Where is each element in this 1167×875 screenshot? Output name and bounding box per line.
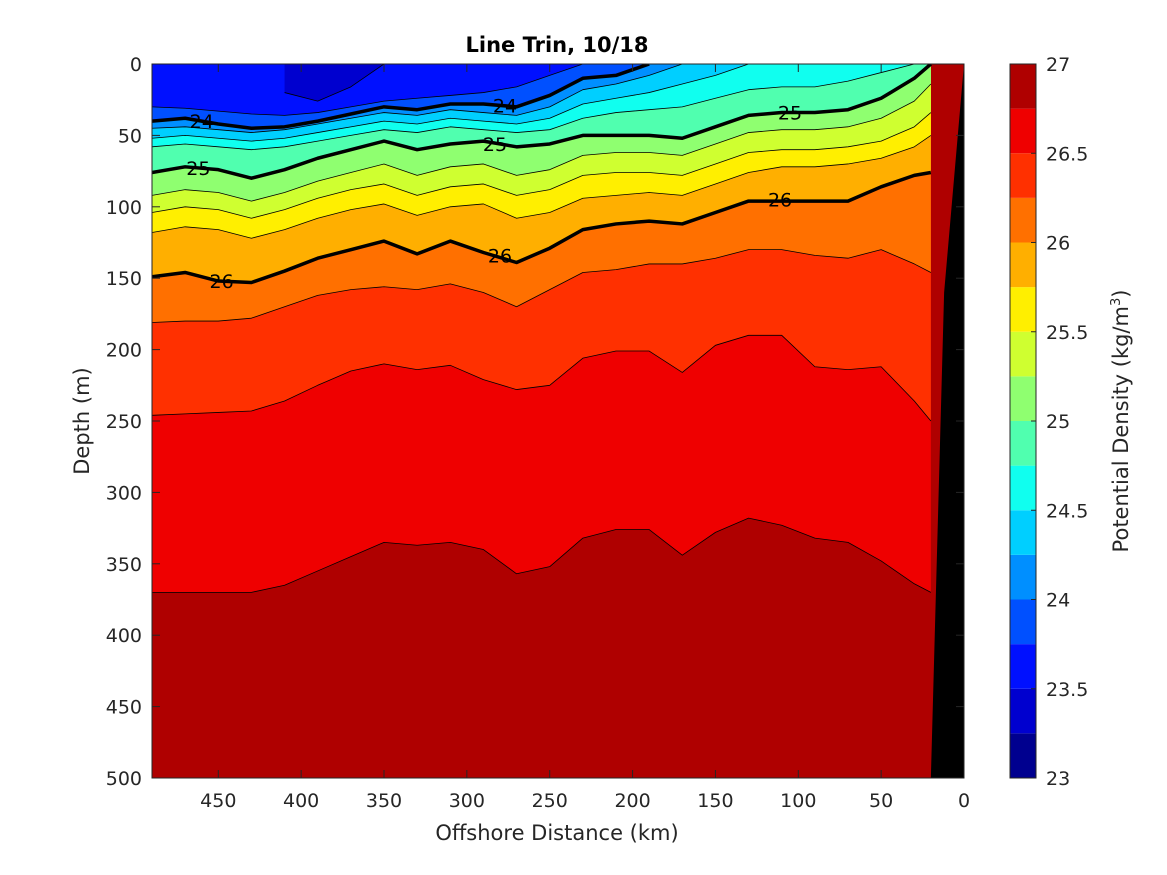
y-tick-label: 50	[118, 125, 142, 147]
colorbar-swatch	[1010, 242, 1036, 288]
y-tick-label: 0	[130, 54, 142, 76]
chart-title: Line Trin, 10/18	[465, 33, 648, 57]
colorbar-tick-label: 24.5	[1046, 500, 1088, 522]
colorbar-label: Potential Density (kg/m3)	[1109, 290, 1133, 553]
colorbar-tick-label: 27	[1046, 54, 1070, 76]
colorbar-swatch	[1010, 331, 1036, 377]
contour-line-26.5	[152, 334, 932, 422]
contour-line-26	[152, 170, 932, 285]
y-axis: 0 50 100 150 200 250 300 350 400 450 500	[106, 54, 964, 790]
colorbar-swatch	[1010, 421, 1036, 466]
x-axis-label: Offshore Distance (km)	[435, 821, 678, 845]
contour-line-25	[152, 64, 932, 180]
x-tick-label: 150	[697, 790, 733, 812]
contour-line-23.75	[152, 64, 616, 116]
y-tick-label: 400	[106, 625, 142, 647]
colorbar-tick-label: 25.5	[1046, 322, 1088, 344]
contour-line-26.75	[152, 517, 932, 593]
x-tick-label: 450	[200, 790, 236, 812]
contour-line-23.5	[284, 64, 385, 102]
y-tick-label: 350	[106, 554, 142, 576]
density-band-23.25	[285, 59, 384, 64]
contour-line-24.75	[152, 64, 915, 151]
contour-label: 25	[778, 103, 802, 125]
y-tick-label: 200	[106, 340, 142, 362]
colorbar-swatch	[1010, 644, 1036, 689]
x-tick-label: 50	[869, 790, 893, 812]
colorbar-tick-label: 23	[1046, 768, 1070, 790]
x-tick-label: 250	[532, 790, 568, 812]
contour-label: 24	[493, 95, 517, 117]
y-tick-label: 250	[106, 411, 142, 433]
contour-line-25.5	[152, 112, 932, 219]
colorbar-tick-label: 26	[1046, 233, 1070, 255]
contour-label: 25	[186, 158, 210, 180]
contour-line-24	[152, 64, 650, 131]
x-tick-label: 400	[283, 790, 319, 812]
y-tick-label: 150	[106, 268, 142, 290]
seafloor-bathymetry	[922, 64, 964, 778]
contour-label: 24	[190, 111, 214, 133]
contour-label: 26	[488, 245, 512, 267]
colorbar-swatch	[1010, 64, 1036, 109]
colorbar-swatch	[1010, 108, 1036, 154]
contour-line-25.25	[152, 83, 932, 202]
x-tick-label: 300	[449, 790, 485, 812]
x-tick-label: 100	[780, 790, 816, 812]
contour-label: 26	[768, 190, 792, 212]
colorbar-tick-label: 25	[1046, 411, 1070, 433]
y-tick-label: 450	[106, 697, 142, 719]
colorbar-swatch	[1010, 733, 1036, 778]
contour-line-26.25	[152, 249, 932, 323]
density-band-23.75	[152, 64, 616, 116]
density-band-23.5	[284, 64, 384, 102]
colorbar-swatch	[1010, 197, 1036, 243]
contour-line-25.75	[152, 135, 932, 239]
colorbar-swatch	[1010, 554, 1036, 600]
contour-line-24.25	[152, 64, 683, 133]
x-axis: 450 400 350 300 250 200 150 100 50 0	[200, 64, 970, 812]
x-tick-label: 0	[958, 790, 970, 812]
colorbar-tick-label: 24	[1046, 590, 1070, 612]
y-tick-label: 500	[106, 768, 142, 790]
x-tick-label: 200	[614, 790, 650, 812]
colorbar-tick-label: 23.5	[1046, 679, 1088, 701]
colorbar-tick-label: 26.5	[1046, 143, 1088, 165]
y-tick-label: 100	[106, 197, 142, 219]
plot-area: 24 24 25 25 25 26 26 26	[151, 59, 965, 779]
x-tick-label: 350	[366, 790, 402, 812]
colorbar-swatch	[1010, 376, 1036, 421]
colorbar: 23 23.5 24 24.5 25 25.5 26 26.5 27	[1009, 54, 1088, 790]
colorbar-swatch	[1010, 510, 1036, 555]
colorbar-swatch	[1010, 688, 1036, 734]
y-axis-label: Depth (m)	[70, 367, 94, 474]
colorbar-swatch	[1010, 153, 1036, 198]
colorbar-swatch	[1010, 287, 1036, 332]
colorbar-swatch	[1010, 465, 1036, 511]
contour-line-24.5	[152, 64, 882, 142]
contour-label: 26	[210, 271, 234, 293]
contour-label: 25	[483, 134, 507, 156]
y-tick-label: 300	[106, 482, 142, 504]
colorbar-swatch	[1010, 599, 1036, 645]
